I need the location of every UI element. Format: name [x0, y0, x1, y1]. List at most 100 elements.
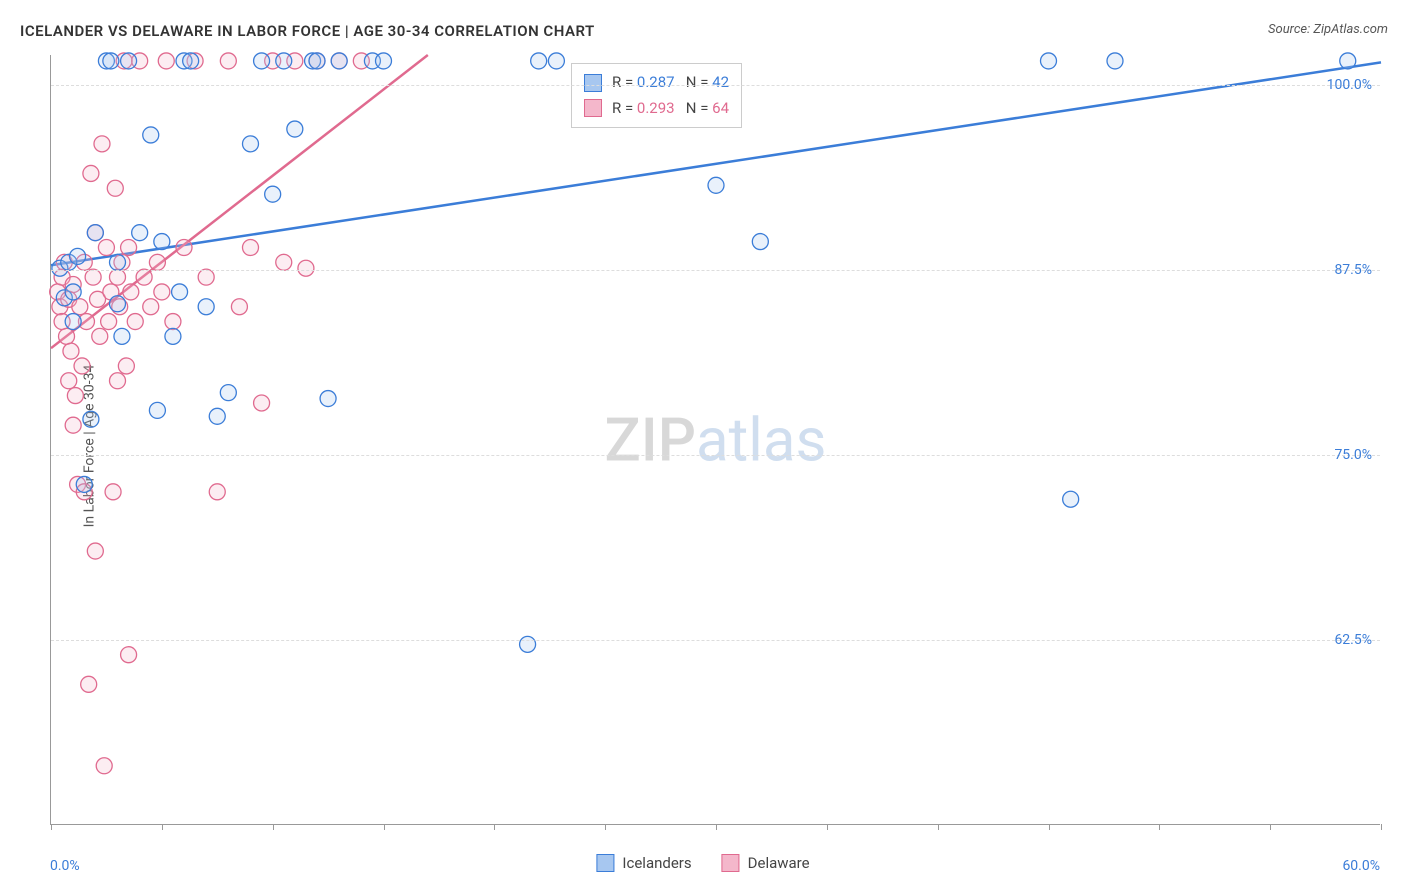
x-tick [273, 824, 274, 830]
legend-swatch [584, 99, 602, 117]
data-point [165, 328, 181, 344]
data-point [1340, 53, 1356, 69]
data-point [158, 53, 174, 69]
x-tick [51, 824, 52, 830]
data-point [121, 240, 137, 256]
legend-swatch [596, 854, 614, 872]
data-point [548, 53, 564, 69]
data-point [265, 186, 281, 202]
gridline [51, 455, 1380, 456]
data-point [183, 53, 199, 69]
data-point [298, 260, 314, 276]
y-tick-label: 87.5% [1334, 262, 1372, 278]
data-point [65, 417, 81, 433]
legend-bottom-label: Delaware [748, 854, 810, 872]
data-point [83, 411, 99, 427]
data-point [309, 53, 325, 69]
data-point [320, 391, 336, 407]
data-point [220, 385, 236, 401]
data-point [65, 314, 81, 330]
data-point [149, 254, 165, 270]
data-point [209, 484, 225, 500]
data-point [149, 402, 165, 418]
data-point [254, 53, 270, 69]
y-tick-label: 100.0% [1327, 77, 1372, 93]
y-tick-label: 62.5% [1334, 632, 1372, 648]
data-point [143, 127, 159, 143]
data-point [114, 328, 130, 344]
data-point [67, 388, 83, 404]
data-point [231, 299, 247, 315]
legend-swatch [584, 74, 602, 92]
legend-top: R = 0.287 N = 42R = 0.293 N = 64 [571, 63, 742, 128]
data-point [103, 53, 119, 69]
data-point [708, 177, 724, 193]
data-point [376, 53, 392, 69]
legend-bottom: Icelanders Delaware [596, 854, 809, 872]
data-point [1063, 491, 1079, 507]
x-axis-max-label: 60.0% [1342, 858, 1380, 874]
data-point [98, 240, 114, 256]
data-point [220, 53, 236, 69]
data-point [92, 328, 108, 344]
x-tick [605, 824, 606, 830]
data-point [154, 234, 170, 250]
data-point [531, 53, 547, 69]
plot-area: ZIPatlas R = 0.287 N = 42R = 0.293 N = 6… [50, 55, 1380, 825]
data-point [72, 299, 88, 315]
data-point [118, 358, 134, 374]
data-point [110, 254, 126, 270]
data-point [96, 758, 112, 774]
x-tick [1270, 824, 1271, 830]
gridline [51, 640, 1380, 641]
data-point [287, 121, 303, 137]
data-point [198, 299, 214, 315]
data-point [87, 543, 103, 559]
data-point [110, 373, 126, 389]
legend-swatch [722, 854, 740, 872]
data-point [254, 395, 270, 411]
x-axis-min-label: 0.0% [50, 858, 80, 874]
data-point [276, 254, 292, 270]
x-tick [938, 824, 939, 830]
source-label: Source: ZipAtlas.com [1268, 22, 1388, 37]
data-point [172, 284, 188, 300]
legend-row: R = 0.287 N = 42 [584, 70, 729, 96]
x-tick [384, 824, 385, 830]
x-tick [162, 824, 163, 830]
data-point [101, 314, 117, 330]
data-point [61, 373, 77, 389]
data-point [154, 284, 170, 300]
data-point [74, 358, 90, 374]
data-point [83, 165, 99, 181]
legend-text: R = 0.287 N = 42 [612, 70, 729, 96]
data-point [136, 269, 152, 285]
data-point [59, 328, 75, 344]
legend-text: R = 0.293 N = 64 [612, 96, 729, 122]
data-point [243, 240, 259, 256]
data-point [121, 647, 137, 663]
x-tick [827, 824, 828, 830]
data-point [1041, 53, 1057, 69]
data-point [520, 636, 536, 652]
data-point [110, 296, 126, 312]
data-point [81, 676, 97, 692]
data-point [331, 53, 347, 69]
data-point [110, 269, 126, 285]
data-point [63, 343, 79, 359]
legend-bottom-label: Icelanders [622, 854, 691, 872]
data-point [198, 269, 214, 285]
x-tick [494, 824, 495, 830]
legend-bottom-item: Delaware [722, 854, 810, 872]
data-point [276, 53, 292, 69]
legend-row: R = 0.293 N = 64 [584, 96, 729, 122]
x-tick [1159, 824, 1160, 830]
data-point [105, 484, 121, 500]
x-tick [716, 824, 717, 830]
data-point [127, 314, 143, 330]
x-tick [1049, 824, 1050, 830]
data-point [76, 476, 92, 492]
data-point [243, 136, 259, 152]
chart-title: ICELANDER VS DELAWARE IN LABOR FORCE | A… [20, 22, 595, 40]
gridline [51, 270, 1380, 271]
